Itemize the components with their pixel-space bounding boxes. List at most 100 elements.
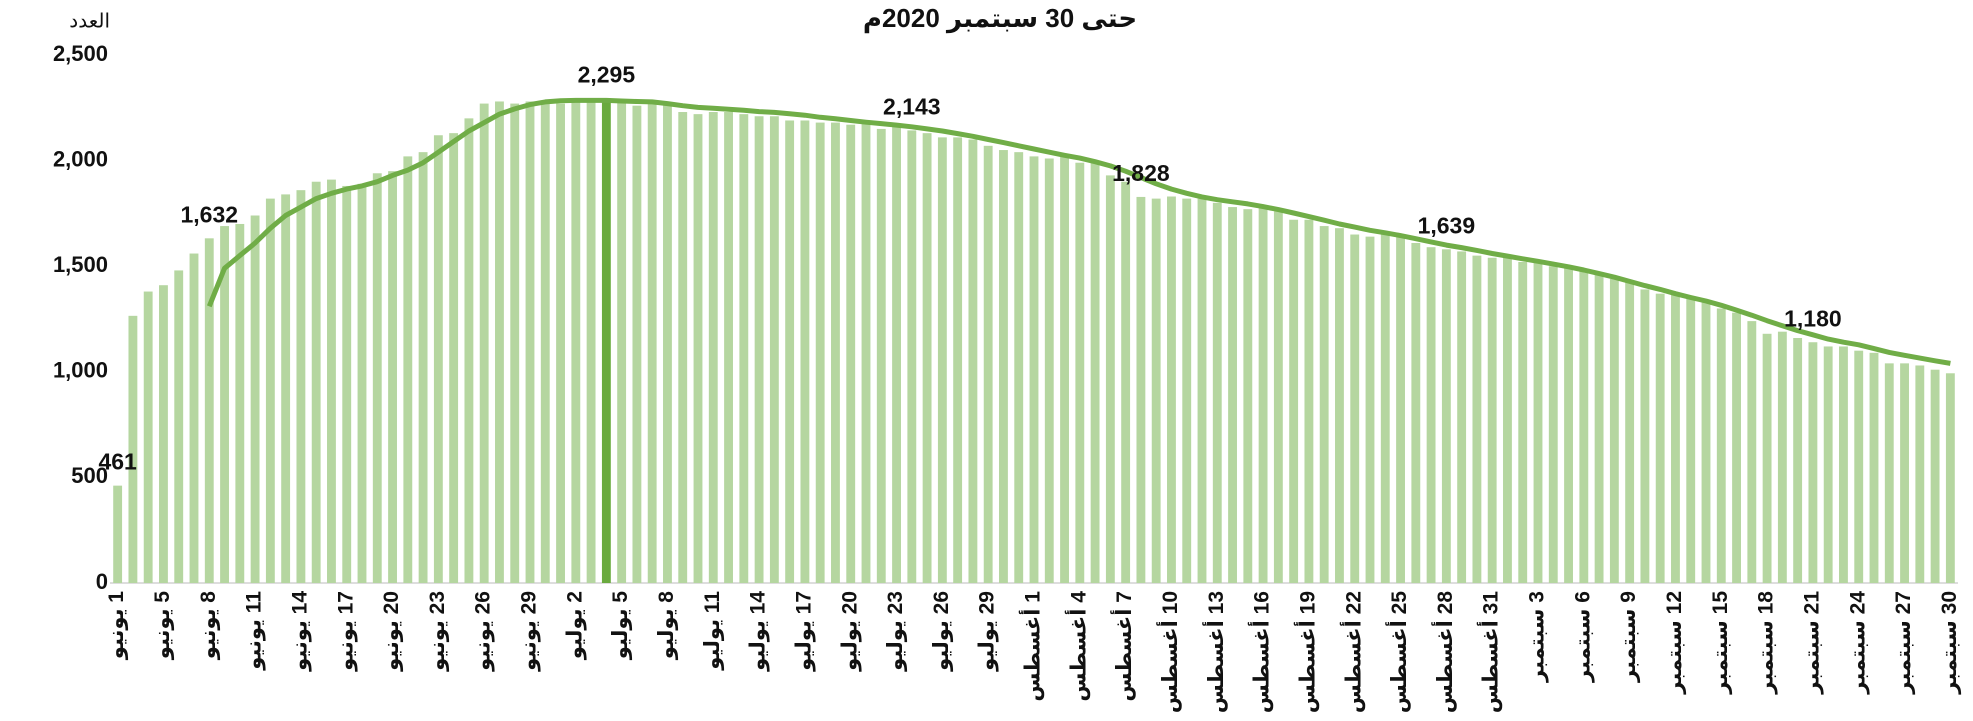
x-tick-label: 5 يوليو bbox=[609, 591, 632, 661]
bar bbox=[1380, 234, 1390, 583]
bar bbox=[433, 135, 443, 584]
data-label: 1,639 bbox=[1418, 212, 1476, 238]
bar bbox=[418, 152, 428, 584]
x-tick-label: 22 أغسطس bbox=[1338, 591, 1365, 713]
bar bbox=[586, 101, 596, 584]
x-tick-label: 2 يوليو bbox=[563, 591, 586, 660]
x-tick-label: 8 يونيو bbox=[197, 591, 220, 661]
bar bbox=[876, 128, 886, 584]
x-tick-label: 26 يونيو bbox=[472, 591, 495, 672]
bar bbox=[1365, 236, 1375, 583]
bar bbox=[388, 171, 397, 583]
bar bbox=[1136, 196, 1146, 584]
bar bbox=[1930, 369, 1940, 583]
bar bbox=[1487, 257, 1497, 583]
bar bbox=[1594, 274, 1604, 583]
bar bbox=[296, 190, 306, 583]
bar bbox=[983, 145, 993, 584]
bar bbox=[1426, 247, 1436, 583]
bar bbox=[1212, 202, 1222, 583]
bar bbox=[1777, 331, 1787, 583]
x-tick-label: 14 يونيو bbox=[288, 591, 311, 672]
bar bbox=[1441, 249, 1451, 583]
bar bbox=[1655, 293, 1665, 583]
line bbox=[206, 97, 1951, 366]
x-tick-label: 21 سبتمبر bbox=[1800, 591, 1823, 695]
bar bbox=[357, 183, 367, 583]
bar bbox=[1243, 209, 1253, 583]
bar bbox=[1151, 198, 1161, 583]
bar bbox=[800, 120, 810, 584]
bar bbox=[1396, 236, 1405, 583]
x-tick-label: 14 يوليو bbox=[747, 591, 770, 672]
x-tick-label: 12 سبتمبر bbox=[1663, 591, 1686, 695]
x-tick-label: 17 يوليو bbox=[792, 591, 815, 672]
bar bbox=[311, 181, 321, 583]
bar bbox=[846, 124, 856, 584]
bar bbox=[724, 112, 733, 584]
x-tick-label: 11 يونيو bbox=[243, 591, 266, 671]
bar bbox=[1319, 226, 1329, 583]
bar bbox=[143, 291, 153, 583]
bar bbox=[372, 173, 382, 583]
bar bbox=[250, 215, 260, 583]
bar bbox=[220, 226, 229, 583]
y-tick-label: 1,000 bbox=[53, 358, 108, 383]
bar bbox=[769, 116, 779, 584]
bar bbox=[1686, 297, 1696, 583]
y-tick-label: 1,500 bbox=[53, 252, 108, 277]
bar bbox=[1411, 242, 1421, 583]
bar bbox=[1701, 302, 1711, 583]
x-tick-label: 5 يونيو bbox=[151, 591, 174, 661]
bar bbox=[831, 122, 840, 584]
x-tick-label: 30 سبتمبر bbox=[1938, 591, 1961, 695]
bar bbox=[647, 103, 657, 584]
x-tick-label: 17 يونيو bbox=[334, 591, 357, 672]
x-tick-label: 1 أغسطس bbox=[1018, 591, 1045, 702]
bar bbox=[1762, 333, 1772, 583]
bar bbox=[693, 114, 703, 584]
bar bbox=[1808, 342, 1818, 583]
bar bbox=[464, 118, 474, 584]
bar bbox=[113, 485, 123, 583]
x-tick-label: 18 سبتمبر bbox=[1755, 591, 1778, 695]
bar bbox=[1716, 308, 1726, 583]
bar bbox=[1564, 268, 1573, 583]
bar bbox=[525, 101, 535, 584]
bar bbox=[1090, 160, 1100, 583]
bar bbox=[907, 130, 917, 583]
bar bbox=[1854, 350, 1864, 583]
bar bbox=[968, 139, 978, 584]
bar bbox=[556, 103, 565, 584]
x-tick-label: 29 يوليو bbox=[976, 591, 999, 672]
data-label: 1,828 bbox=[1112, 160, 1170, 186]
bar bbox=[937, 137, 947, 584]
bar bbox=[1044, 158, 1054, 583]
x-tick-label: 29 يونيو bbox=[518, 591, 541, 672]
y-tick-label: 500 bbox=[71, 463, 108, 488]
x-tick-label: 3 سبتمبر bbox=[1526, 591, 1549, 683]
bar bbox=[265, 198, 275, 583]
bar bbox=[235, 223, 245, 583]
y-tick-label: 0 bbox=[96, 569, 108, 594]
x-tick-label: 6 سبتمبر bbox=[1571, 591, 1594, 683]
x-tick-label: 20 يوليو bbox=[838, 591, 861, 672]
bar bbox=[342, 185, 352, 583]
bar bbox=[617, 101, 627, 584]
x-tick-label: 23 يوليو bbox=[884, 591, 907, 672]
bar bbox=[1945, 373, 1955, 583]
bar bbox=[601, 98, 611, 584]
y-tick-label: 2,500 bbox=[53, 41, 108, 66]
bar bbox=[1732, 312, 1741, 583]
x-tick-label: 7 أغسطس bbox=[1109, 591, 1136, 702]
x-tick-label: 28 أغسطس bbox=[1430, 591, 1457, 714]
bar bbox=[1029, 156, 1039, 583]
x-tick-label: 15 سبتمبر bbox=[1709, 591, 1732, 695]
bar bbox=[1075, 162, 1085, 583]
bar bbox=[1869, 352, 1879, 583]
bar bbox=[632, 105, 642, 584]
x-tick-label: 31 أغسطس bbox=[1476, 591, 1503, 714]
x-tick-label: 27 سبتمبر bbox=[1892, 591, 1915, 695]
bar bbox=[1823, 346, 1833, 583]
